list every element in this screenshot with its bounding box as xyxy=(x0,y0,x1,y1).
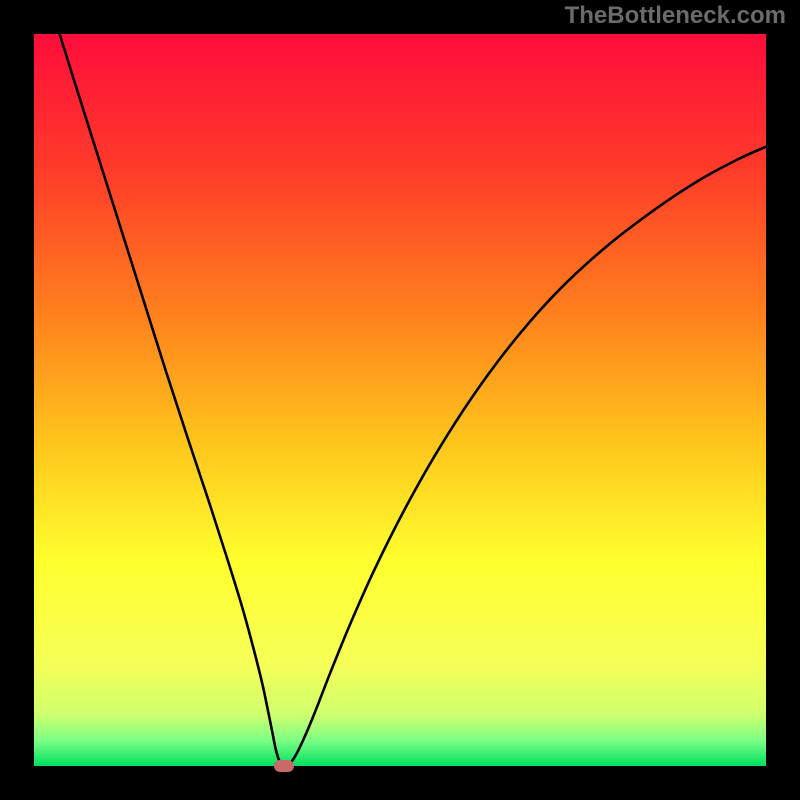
watermark-text: TheBottleneck.com xyxy=(565,2,786,30)
plot-frame xyxy=(34,34,766,766)
curve-layer xyxy=(34,34,766,766)
bottleneck-curve xyxy=(60,34,766,766)
optimal-point-marker xyxy=(274,760,294,772)
